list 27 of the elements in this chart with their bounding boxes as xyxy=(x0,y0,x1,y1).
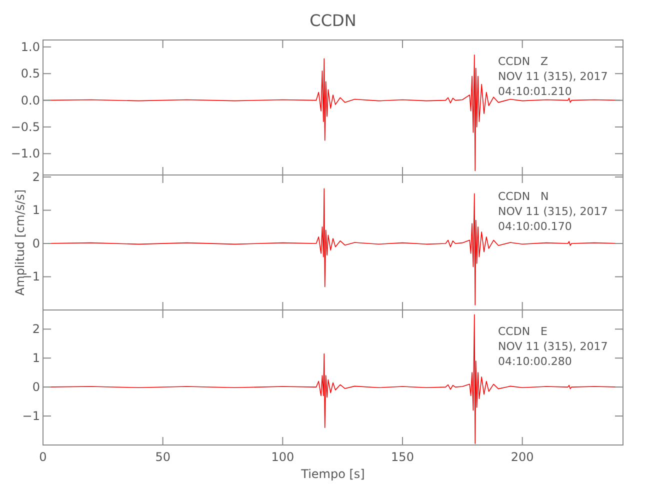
y-tick-label: 1 xyxy=(32,351,40,366)
x-tick-label: 50 xyxy=(155,450,170,464)
annotation: CCDN N xyxy=(498,190,549,203)
y-tick-label: −1 xyxy=(22,409,40,424)
annotation: CCDN E xyxy=(498,325,548,338)
y-tick-label: −1.0 xyxy=(10,146,40,161)
annotation: 04:10:00.170 xyxy=(498,220,572,233)
x-tick-label: 200 xyxy=(510,450,534,464)
x-axis-title: Tiempo [s] xyxy=(300,467,365,481)
y-tick-label: 1.0 xyxy=(20,40,40,54)
annotation: 04:10:01.210 xyxy=(498,85,572,98)
x-tick-label: 100 xyxy=(271,450,294,464)
y-tick-label: 1 xyxy=(32,203,40,218)
y-tick-label: 0.0 xyxy=(20,93,40,108)
annotation: NOV 11 (315), 2017 xyxy=(498,70,608,83)
annotation: NOV 11 (315), 2017 xyxy=(498,205,608,218)
y-tick-label: 0 xyxy=(32,236,40,250)
annotation: CCDN Z xyxy=(498,55,549,68)
y-tick-label: 2 xyxy=(32,170,40,184)
y-tick-label: 0 xyxy=(32,380,40,394)
y-tick-label: −0.5 xyxy=(10,120,40,134)
y-tick-label: 0.5 xyxy=(20,66,40,81)
annotation: 04:10:00.280 xyxy=(498,355,572,368)
annotation: NOV 11 (315), 2017 xyxy=(498,340,608,353)
x-tick-label: 150 xyxy=(391,450,414,464)
chart-title: CCDN xyxy=(310,11,356,30)
y-tick-label: 2 xyxy=(32,322,40,336)
